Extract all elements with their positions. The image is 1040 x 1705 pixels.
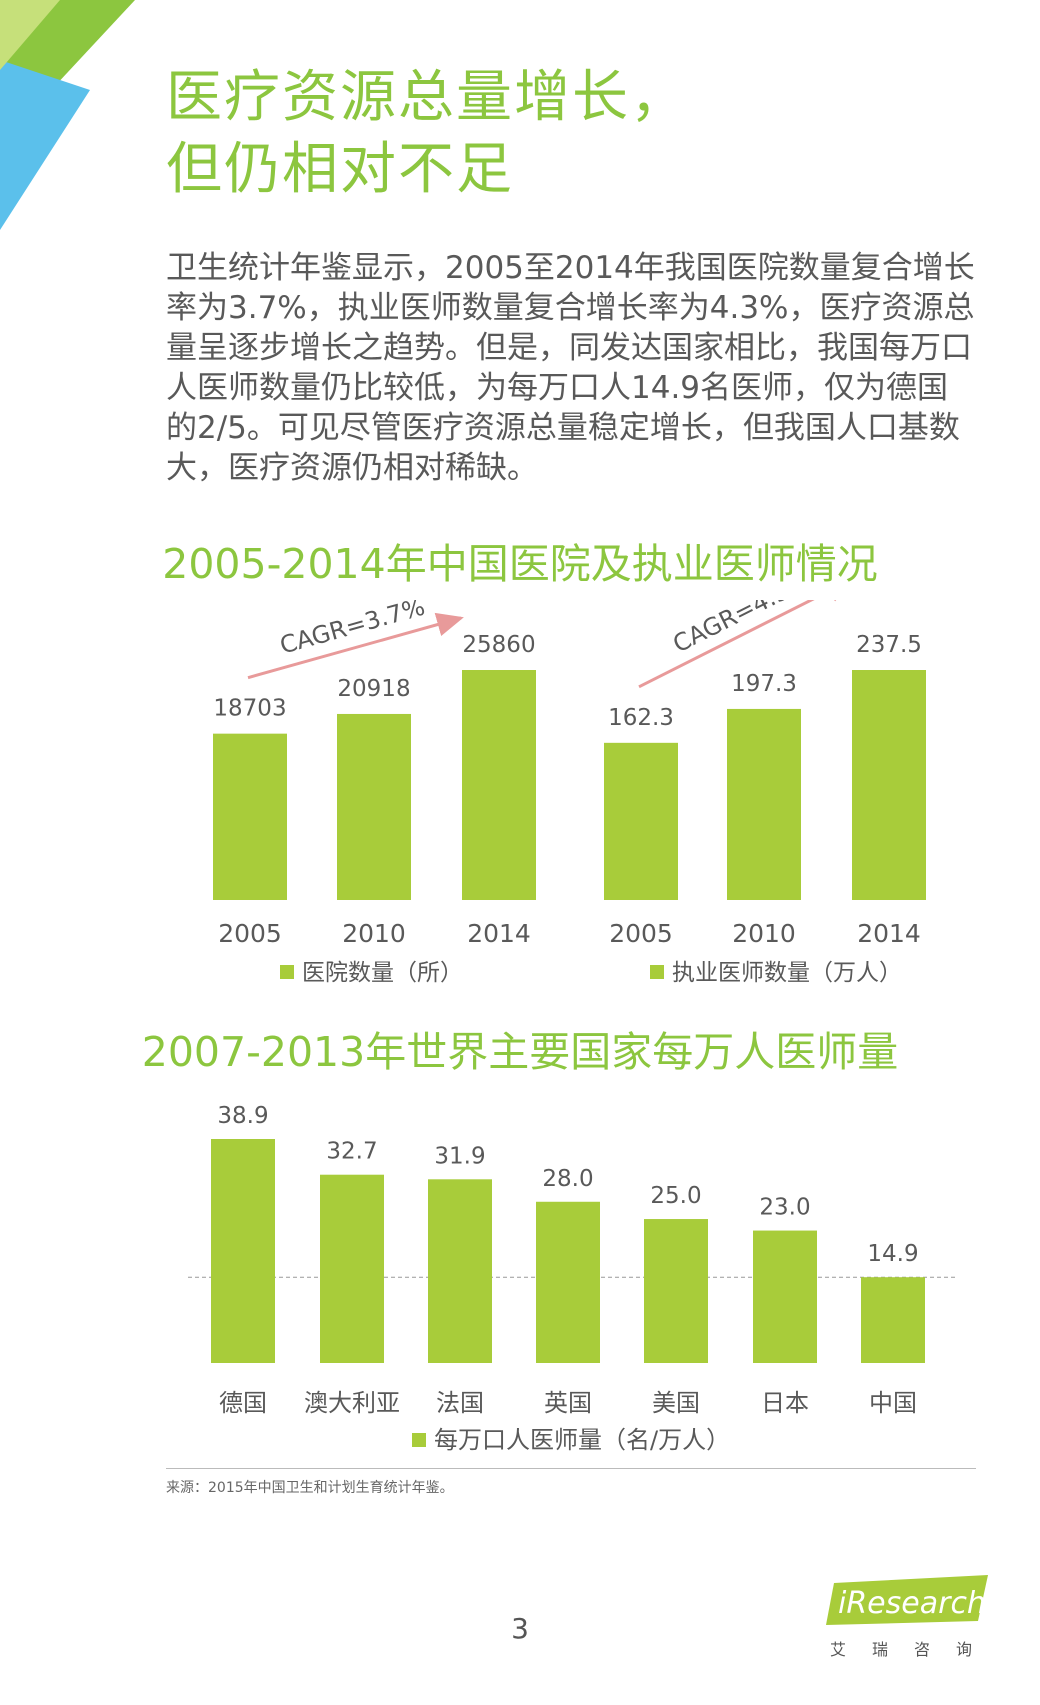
chart1-legend-swatch [280, 965, 294, 979]
chart1-bar [852, 670, 926, 900]
source-note: 来源：2015年中国卫生和计划生育统计年鉴。 [166, 1480, 454, 1496]
chart2-value-label: 32.7 [326, 1139, 377, 1165]
page-title-line2: 但仍相对不足 [166, 137, 514, 202]
chart2-x-tick: 澳大利亚 [304, 1389, 400, 1417]
chart2-value-label: 14.9 [867, 1241, 918, 1267]
chart1-cagr-label: CAGR=3.7% [277, 600, 428, 660]
chart2-x-tick: 中国 [869, 1389, 917, 1417]
chart2-bar [861, 1277, 925, 1363]
page-number: 3 [511, 1612, 529, 1645]
chart2-bar [211, 1139, 275, 1363]
chart2-value-label: 25.0 [650, 1183, 701, 1209]
chart1-value-label: 20918 [337, 676, 410, 702]
corner-decoration [0, 0, 135, 230]
chart2: 38.9 德国 32.7 澳大利亚 31.9 法国 28.0 英国 25.0 美国 23.0 日本 14… [188, 1103, 955, 1454]
body-paragraph: 卫生统计年鉴显示，2005至2014年我国医院数量复合增长率为3.7%，执业医师… [166, 250, 975, 486]
iresearch-logo: iResearch [826, 1575, 988, 1625]
chart2-title: 2007-2013年世界主要国家每万人医师量 [141, 1028, 899, 1076]
chart2-value-label: 28.0 [542, 1166, 593, 1192]
chart1-title: 2005-2014年中国医院及执业医师情况 [162, 540, 878, 588]
chart1-x-tick: 2005 [218, 919, 282, 948]
chart2-value-label: 31.9 [434, 1143, 485, 1169]
chart1-value-label: 197.3 [731, 671, 797, 697]
page-title-line1: 医疗资源总量增长， [166, 65, 688, 130]
chart1-legend-label: 执业医师数量（万人） [672, 960, 902, 986]
chart1-cagr-arrow [247, 612, 464, 680]
chart2-bar [428, 1179, 492, 1363]
chart1-bar [727, 708, 801, 900]
chart1-cagr-arrow [638, 600, 854, 689]
chart2-value-label: 38.9 [217, 1103, 268, 1129]
chart2-x-tick: 日本 [761, 1389, 809, 1417]
chart1-bar [604, 742, 678, 900]
chart1-value-label: 237.5 [856, 632, 922, 658]
chart2-bar [536, 1201, 600, 1363]
page-title: 医疗资源总量增长， 但仍相对不足 [166, 62, 688, 206]
source-divider [166, 1468, 976, 1469]
chart2-legend-swatch [412, 1433, 426, 1447]
chart1-value-label: 162.3 [608, 705, 674, 731]
chart1-x-tick: 2010 [732, 919, 796, 948]
logo-subtitle: 艾瑞咨询 [830, 1640, 999, 1659]
chart1-legend-label: 医院数量（所） [302, 960, 463, 986]
chart1-bar [213, 733, 287, 900]
chart2-legend-label: 每万口人医师量（名/万人） [434, 1426, 730, 1454]
logo-text: iResearch [838, 1586, 986, 1621]
chart1: 18703 2005 20918 2010 25860 2014 CAGR=3.7% 医院数量… [213, 600, 926, 986]
chart1-bar [337, 713, 411, 900]
chart1-legend-swatch [650, 965, 664, 979]
chart2-x-tick: 德国 [219, 1389, 267, 1417]
chart2-bar [644, 1219, 708, 1363]
chart2-x-tick: 法国 [436, 1389, 484, 1417]
chart1-x-tick: 2010 [342, 919, 406, 948]
chart1-value-label: 18703 [213, 696, 286, 722]
chart1-x-tick: 2005 [609, 919, 673, 948]
chart2-value-label: 23.0 [759, 1195, 810, 1221]
chart2-bar [320, 1174, 384, 1363]
chart2-x-tick: 英国 [544, 1389, 592, 1417]
chart1-x-tick: 2014 [467, 919, 531, 948]
chart1-value-label: 25860 [462, 632, 535, 658]
chart2-bar [753, 1230, 817, 1363]
chart1-x-tick: 2014 [857, 919, 921, 948]
chart1-bar [462, 670, 536, 900]
chart2-x-tick: 美国 [652, 1389, 700, 1417]
